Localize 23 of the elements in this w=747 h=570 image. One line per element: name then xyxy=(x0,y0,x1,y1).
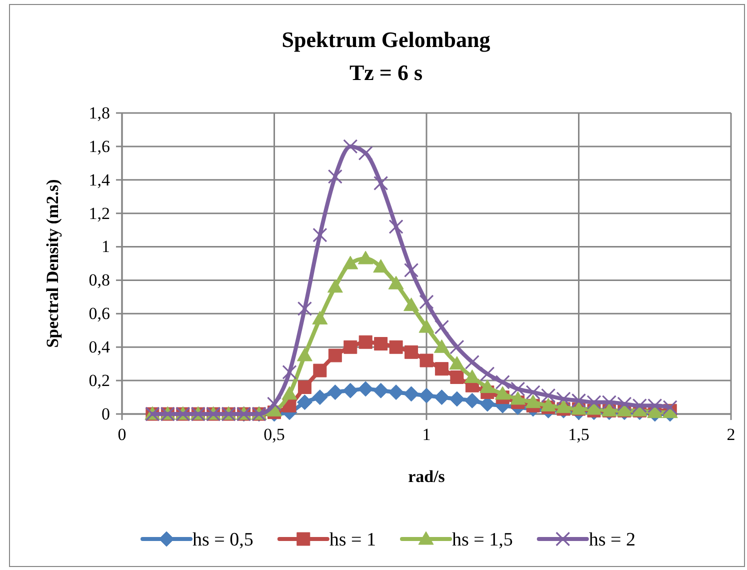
x-tick-label: 2 xyxy=(726,425,736,444)
x-tick-label: 0,5 xyxy=(264,425,285,444)
y-tick-label: 0,4 xyxy=(88,338,110,357)
y-tick-label: 1,6 xyxy=(88,136,110,156)
legend-label: hs = 1 xyxy=(329,530,376,550)
legend-label: hs = 1,5 xyxy=(452,530,513,550)
x-axis-title: rad/s xyxy=(408,467,446,486)
x-tick-label: 1 xyxy=(422,425,431,444)
y-tick-label: 0,8 xyxy=(88,270,110,290)
chart-title: Spektrum Gelombang xyxy=(282,27,490,52)
legend-label: hs = 2 xyxy=(588,530,636,550)
y-tick-label: 1,8 xyxy=(88,103,110,122)
chart-subtitle: Tz = 6 s xyxy=(349,60,423,85)
legend-label: hs = 0,5 xyxy=(192,530,254,550)
y-tick-label: 0,6 xyxy=(88,304,110,324)
y-tick-label: 0 xyxy=(102,404,110,424)
x-tick-label: 0 xyxy=(118,425,126,444)
y-tick-label: 0,2 xyxy=(88,370,110,390)
y-tick-label: 1 xyxy=(102,237,110,256)
y-tick-label: 1,4 xyxy=(88,170,110,190)
y-tick-label: 1,2 xyxy=(88,204,110,223)
x-tick-label: 1,5 xyxy=(568,425,590,444)
y-axis-title: Spectral Density (m2.s) xyxy=(43,179,62,348)
